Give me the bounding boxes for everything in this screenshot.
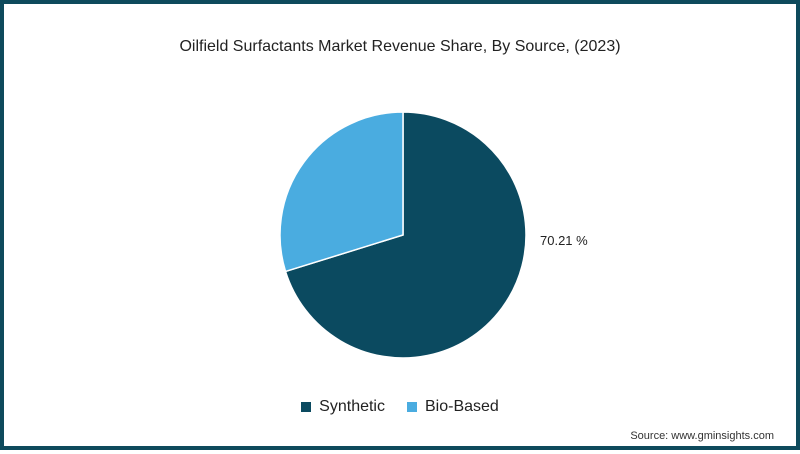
source-note: Source: www.gminsights.com (630, 430, 774, 442)
legend-item-bio-based[interactable]: Bio-Based (406, 398, 499, 416)
chart-title: Oilfield Surfactants Market Revenue Shar… (179, 38, 621, 55)
legend-swatch-synthetic (301, 402, 312, 412)
data-label-synthetic: 70.21 % (540, 233, 588, 248)
legend: Synthetic Bio-Based (4, 398, 796, 416)
pie-slice-bio-based[interactable] (279, 111, 404, 273)
legend-label: Bio-Based (424, 398, 499, 415)
legend-item-synthetic[interactable]: Synthetic (301, 398, 385, 416)
legend-swatch-bio-based (406, 402, 417, 412)
legend-label: Synthetic (319, 398, 385, 415)
pie-chart (279, 111, 527, 359)
pie-slice-synthetic[interactable] (284, 111, 527, 359)
